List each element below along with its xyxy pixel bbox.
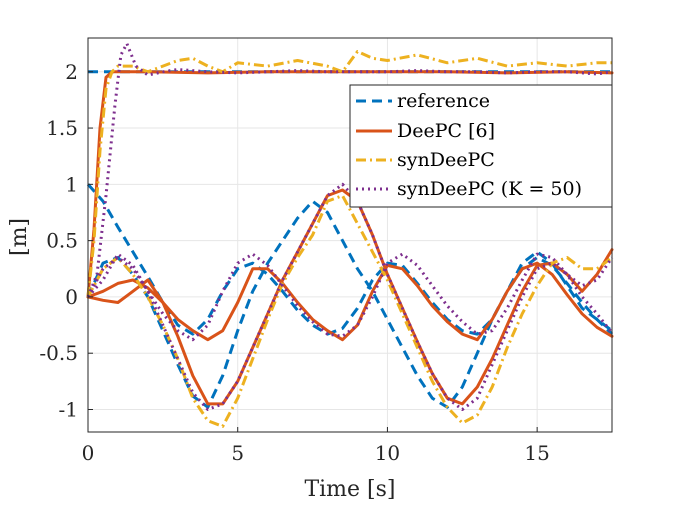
y-tick-label: -1 [59,397,78,421]
x-tick-label: 15 [524,441,549,465]
series-line-7 [86,194,613,428]
legend-label-syndeepc: synDeePC [397,149,495,171]
x-tick-label: 10 [375,441,400,465]
x-tick-label: 0 [82,441,95,465]
y-tick-label: -0.5 [39,341,78,365]
legend-label-reference: reference [397,90,490,112]
x-tick-label: 5 [231,441,244,465]
y-tick-label: 0.5 [46,229,78,253]
plot-frame [87,37,613,433]
legend-label-syndeepc-k50: synDeePC (K = 50) [397,178,582,200]
y-tick-label: 2 [65,60,78,84]
x-axis-label: Time [s] [304,477,395,502]
y-tick-label: 1 [65,172,78,196]
series-line-6 [86,50,612,298]
y-tick-label: 0 [65,285,78,309]
series-line-2 [86,199,613,409]
axis-ticks: 0 5 10 15 2 1.5 1 0.5 0 -0.5 -1 [39,60,549,465]
legend-box [349,84,613,208]
y-tick-label: 1.5 [46,116,78,140]
series-line-1 [86,183,614,336]
y-axis-label: [m] [7,218,32,256]
legend: reference DeePC [6] synDeePC synDeePC (K… [349,84,613,208]
legend-label-deepc: DeePC [6] [397,120,495,142]
